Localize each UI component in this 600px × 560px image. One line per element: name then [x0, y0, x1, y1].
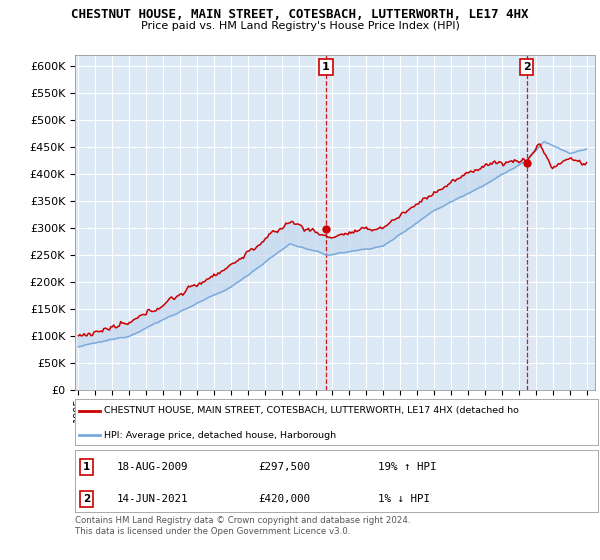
Text: Contains HM Land Registry data © Crown copyright and database right 2024.
This d: Contains HM Land Registry data © Crown c…	[75, 516, 410, 536]
Text: 14-JUN-2021: 14-JUN-2021	[117, 493, 188, 503]
Text: 1% ↓ HPI: 1% ↓ HPI	[379, 493, 430, 503]
Text: 1: 1	[322, 62, 330, 72]
Text: CHESTNUT HOUSE, MAIN STREET, COTESBACH, LUTTERWORTH, LE17 4HX (detached ho: CHESTNUT HOUSE, MAIN STREET, COTESBACH, …	[104, 406, 518, 416]
Text: 19% ↑ HPI: 19% ↑ HPI	[379, 461, 437, 472]
Text: £420,000: £420,000	[258, 493, 310, 503]
Text: CHESTNUT HOUSE, MAIN STREET, COTESBACH, LUTTERWORTH, LE17 4HX: CHESTNUT HOUSE, MAIN STREET, COTESBACH, …	[71, 8, 529, 21]
Text: 18-AUG-2009: 18-AUG-2009	[117, 461, 188, 472]
Text: 2: 2	[523, 62, 530, 72]
Text: 2: 2	[83, 493, 90, 503]
Text: £297,500: £297,500	[258, 461, 310, 472]
Text: HPI: Average price, detached house, Harborough: HPI: Average price, detached house, Harb…	[104, 431, 336, 440]
Text: 1: 1	[83, 461, 90, 472]
Text: Price paid vs. HM Land Registry's House Price Index (HPI): Price paid vs. HM Land Registry's House …	[140, 21, 460, 31]
